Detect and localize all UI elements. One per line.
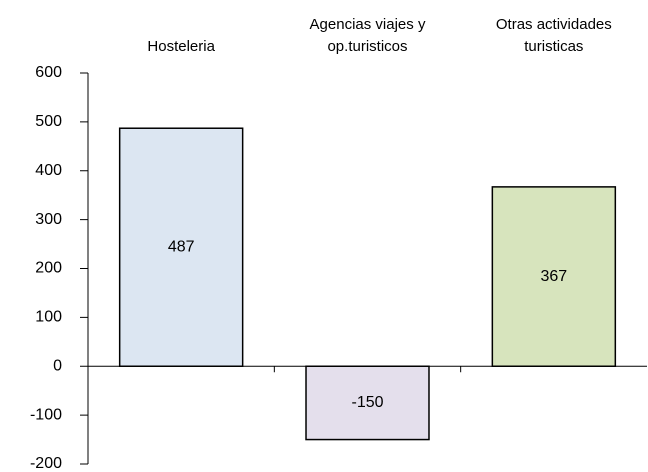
bar bbox=[491, 186, 617, 367]
y-tick-label: 300 bbox=[35, 211, 62, 228]
bar bbox=[118, 127, 244, 367]
y-tick-label: 200 bbox=[35, 260, 62, 277]
y-tick-label: -100 bbox=[30, 406, 62, 423]
y-tick-label: 400 bbox=[35, 162, 62, 179]
category-label: turisticas bbox=[524, 38, 583, 55]
y-tick-label: 100 bbox=[35, 309, 62, 326]
category-label: Hosteleria bbox=[147, 38, 215, 55]
value-label: 487 bbox=[168, 238, 195, 255]
category-label: Agencias viajes y bbox=[310, 16, 426, 33]
y-tick-label: -200 bbox=[30, 455, 62, 472]
value-label: 367 bbox=[540, 268, 567, 285]
y-tick-label: 500 bbox=[35, 113, 62, 130]
category-label: op.turisticos bbox=[327, 38, 407, 55]
y-tick-label: 0 bbox=[53, 357, 62, 374]
value-label: -150 bbox=[351, 394, 383, 411]
y-tick-label: 600 bbox=[35, 64, 62, 81]
category-label: Otras actividades bbox=[496, 16, 612, 33]
